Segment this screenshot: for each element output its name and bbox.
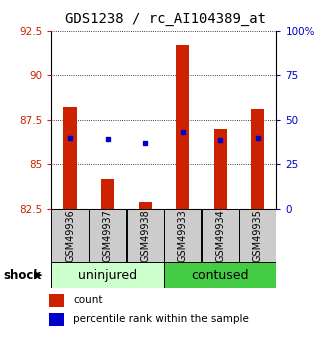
- Text: contused: contused: [191, 269, 249, 282]
- Text: GSM49935: GSM49935: [253, 209, 262, 262]
- Text: GSM49937: GSM49937: [103, 209, 113, 262]
- Text: ▶: ▶: [34, 270, 42, 280]
- Bar: [49, 294, 64, 307]
- Bar: [164, 209, 201, 262]
- Bar: [89, 209, 126, 262]
- Bar: [139, 201, 152, 209]
- Bar: [176, 45, 189, 209]
- Bar: [202, 209, 239, 262]
- Bar: [64, 107, 77, 209]
- Bar: [251, 109, 264, 209]
- Bar: [164, 262, 276, 288]
- Bar: [49, 313, 64, 326]
- Bar: [52, 209, 89, 262]
- Text: GSM49934: GSM49934: [215, 209, 225, 262]
- Text: GSM49936: GSM49936: [65, 209, 75, 262]
- Text: GSM49938: GSM49938: [140, 209, 150, 262]
- Text: GSM49933: GSM49933: [178, 209, 188, 262]
- Text: uninjured: uninjured: [78, 269, 137, 282]
- Text: percentile rank within the sample: percentile rank within the sample: [73, 314, 249, 324]
- Bar: [101, 178, 114, 209]
- Bar: [126, 209, 164, 262]
- Text: GDS1238 / rc_AI104389_at: GDS1238 / rc_AI104389_at: [65, 12, 266, 26]
- Bar: [239, 209, 276, 262]
- Bar: [52, 262, 164, 288]
- Text: shock: shock: [3, 269, 41, 282]
- Text: count: count: [73, 295, 103, 305]
- Bar: [213, 129, 227, 209]
